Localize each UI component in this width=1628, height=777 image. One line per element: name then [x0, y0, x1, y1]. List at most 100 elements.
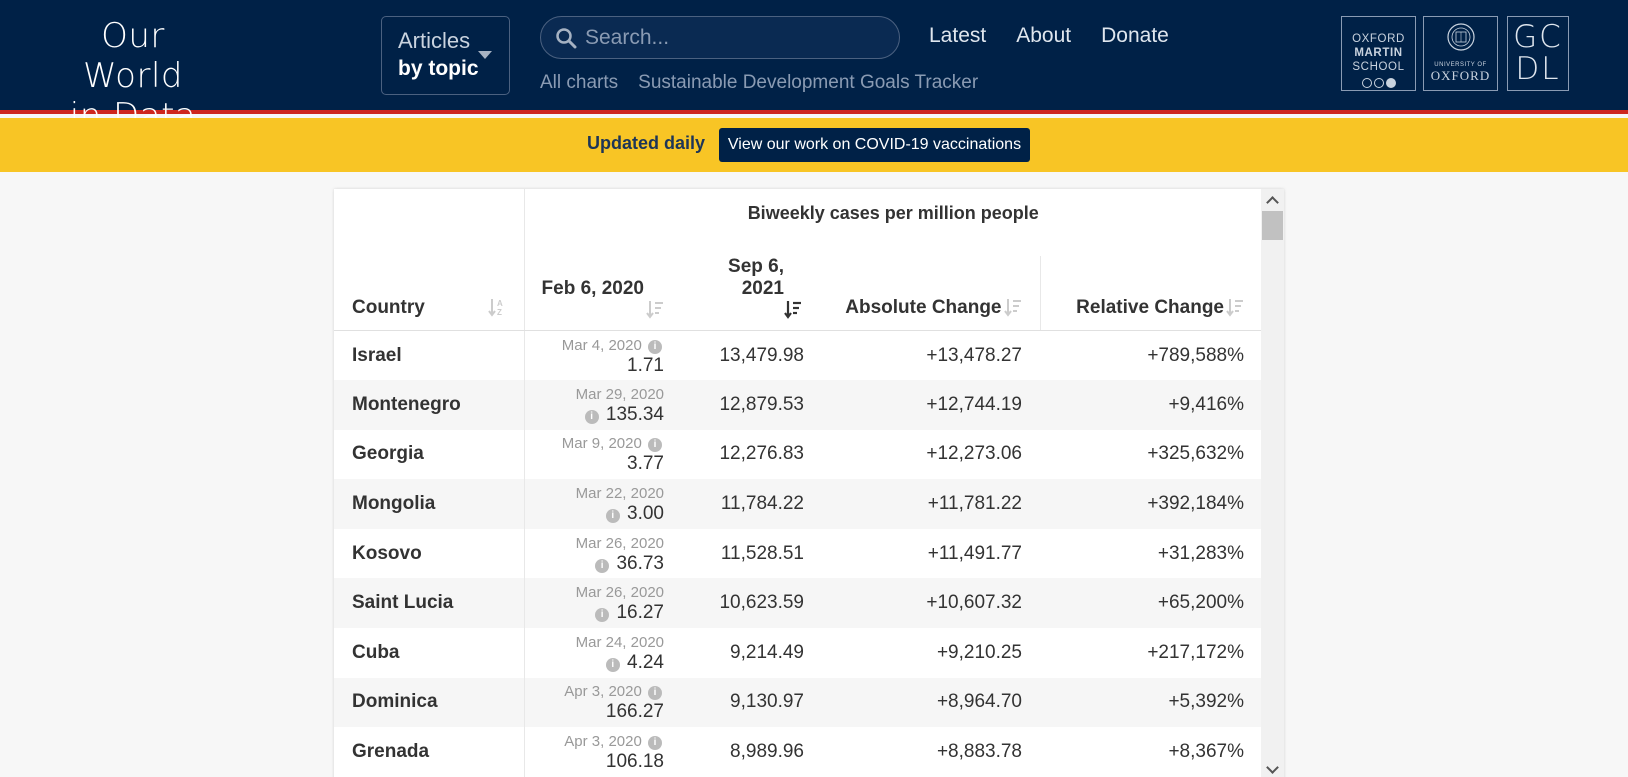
cell-country: Mongolia: [352, 493, 436, 515]
cell-absolute-change: +13,478.27: [926, 344, 1022, 366]
cell-country: Kosovo: [352, 542, 422, 564]
gcdl-line-2: DL: [1515, 51, 1561, 87]
start-value-wrap: i 135.34: [525, 404, 664, 425]
column-header-end-date[interactable]: Sep 6, 2021: [682, 256, 822, 331]
oxford-crest-icon: [1446, 23, 1475, 51]
start-date-label: Mar 22, 2020: [575, 485, 664, 503]
column-header-start-date[interactable]: Feb 6, 2020: [523, 256, 682, 331]
cell-start: Mar 4, 2020 i 1.71: [523, 330, 682, 381]
nav-about[interactable]: About: [1016, 24, 1072, 47]
nav-donate[interactable]: Donate: [1101, 24, 1169, 47]
start-value: 166.27: [605, 701, 664, 723]
scroll-thumb[interactable]: [1262, 211, 1283, 240]
cell-start: Mar 9, 2020 i 3.77: [523, 429, 682, 480]
cell-relative-change: +325,632%: [1147, 443, 1244, 465]
cell-end: 11,784.22: [720, 493, 804, 515]
covid-vaccinations-button[interactable]: View our work on COVID-19 vaccinations: [719, 128, 1030, 162]
cell-end: 13,479.98: [719, 344, 804, 366]
info-icon[interactable]: i: [648, 686, 662, 701]
cell-end: 12,276.83: [719, 443, 804, 465]
table-row: Israel Mar 4, 2020 i 1.71 13,479.98 +13,478.…: [334, 330, 1262, 381]
cell-start: Mar 26, 2020 i 36.73: [523, 528, 682, 579]
nav-all-charts[interactable]: All charts: [540, 72, 619, 93]
scroll-down-icon[interactable]: [1266, 761, 1279, 774]
oms-dots: [1342, 78, 1415, 88]
search-box: [540, 16, 900, 59]
table-scrollbar[interactable]: [1261, 189, 1284, 777]
start-date-label: Mar 26, 2020: [575, 534, 664, 552]
cell-country: Montenegro: [352, 393, 461, 415]
cell-end: 10,623.59: [719, 592, 804, 614]
info-icon[interactable]: i: [648, 736, 662, 751]
cell-relative-change: +8,367%: [1168, 741, 1244, 763]
column-label-end-date: Sep 6, 2021: [728, 256, 784, 299]
column-label-relative-change: Relative Change: [1076, 297, 1224, 318]
column-group-title: Biweekly cases per million people: [523, 189, 1262, 256]
start-date-label: Mar 24, 2020: [575, 633, 664, 651]
start-value: 4.24: [627, 651, 664, 673]
topics-label-2: by topic: [398, 57, 479, 80]
university-of-oxford-logo[interactable]: UNIVERSITY OF OXFORD: [1423, 16, 1498, 91]
start-date-label: Mar 26, 2020: [575, 584, 664, 602]
column-header-country[interactable]: Country A Z: [334, 256, 524, 331]
covid-banner: Updated daily View our work on COVID-19 …: [0, 118, 1628, 172]
data-table-card: Biweekly cases per million people Countr…: [334, 189, 1284, 777]
cell-country: Cuba: [352, 641, 400, 663]
scroll-up-icon[interactable]: [1266, 196, 1279, 209]
start-date-label: Apr 3, 2020 i: [525, 732, 665, 752]
table-row: Dominica Apr 3, 2020 i 166.27 9,130.97 +8,96…: [334, 677, 1262, 728]
info-icon[interactable]: i: [605, 657, 620, 672]
start-value: 3.77: [627, 453, 664, 475]
cell-absolute-change: +12,273.06: [926, 443, 1022, 465]
cell-start: Mar 26, 2020 i 16.27: [523, 578, 682, 629]
cell-relative-change: +65,200%: [1157, 592, 1244, 614]
data-table: Biweekly cases per million people Countr…: [334, 189, 1262, 777]
column-header-relative-change[interactable]: Relative Change: [1039, 256, 1262, 331]
nav-sdg-tracker[interactable]: Sustainable Development Goals Tracker: [638, 72, 979, 93]
oms-line-3: SCHOOL: [1352, 61, 1405, 73]
cell-country: Dominica: [352, 691, 438, 713]
cell-start: Apr 3, 2020 i 106.18: [523, 727, 682, 777]
cell-absolute-change: +11,491.77: [927, 542, 1022, 564]
header-spacer: [334, 189, 524, 256]
cell-absolute-change: +12,744.19: [926, 393, 1022, 415]
table-row: Cuba Mar 24, 2020 i 4.24 9,214.49 +9,210.25 +…: [334, 628, 1262, 678]
oxford-small-text: UNIVERSITY OF: [1434, 62, 1487, 68]
svg-text:A: A: [497, 299, 503, 308]
cell-end: 9,214.49: [730, 641, 804, 663]
search-input[interactable]: [585, 23, 885, 53]
cell-end: 8,989.96: [730, 741, 804, 763]
sort-icon: [1226, 299, 1243, 317]
start-date-label: Apr 3, 2020 i: [525, 682, 665, 702]
oxford-martin-school-logo[interactable]: OXFORD MARTIN SCHOOL: [1341, 16, 1416, 91]
info-icon[interactable]: i: [595, 558, 610, 573]
cell-relative-change: +392,184%: [1147, 493, 1244, 515]
sub-nav: All charts Sustainable Development Goals…: [540, 72, 978, 94]
table-row: Montenegro Mar 29, 2020 i 135.34 12,879.53 +…: [334, 380, 1262, 430]
cell-relative-change: +789,588%: [1147, 344, 1244, 366]
info-icon[interactable]: i: [584, 409, 599, 424]
info-icon[interactable]: i: [648, 438, 662, 453]
gcdl-logo[interactable]: GC DL: [1507, 16, 1569, 91]
info-icon[interactable]: i: [605, 509, 620, 524]
logo-line-1: Our World: [83, 16, 183, 96]
start-date-label: Mar 9, 2020 i: [525, 434, 665, 454]
banner-text: Updated daily: [587, 133, 706, 153]
cell-start: Mar 29, 2020 i 135.34: [523, 380, 682, 430]
topics-label-1: Articles: [398, 28, 471, 53]
articles-by-topic-dropdown[interactable]: Articles by topic: [381, 16, 510, 95]
nav-latest[interactable]: Latest: [929, 24, 987, 47]
start-date-label: Mar 4, 2020 i: [525, 336, 665, 356]
oms-line-1: OXFORD: [1352, 33, 1405, 45]
start-value-wrap: i 4.24: [525, 651, 664, 673]
info-icon[interactable]: i: [595, 608, 610, 623]
cell-absolute-change: +11,781.22: [927, 493, 1022, 515]
info-icon[interactable]: i: [648, 339, 662, 354]
column-header-absolute-change[interactable]: Absolute Change: [822, 256, 1040, 331]
cell-country: Saint Lucia: [352, 592, 454, 614]
gcdl-line-1: GC: [1513, 19, 1563, 55]
main-nav: Latest About Donate: [929, 24, 1169, 48]
start-value: 3.00: [627, 503, 664, 525]
cell-end: 11,528.51: [720, 542, 804, 564]
column-label-absolute-change: Absolute Change: [845, 297, 1002, 318]
